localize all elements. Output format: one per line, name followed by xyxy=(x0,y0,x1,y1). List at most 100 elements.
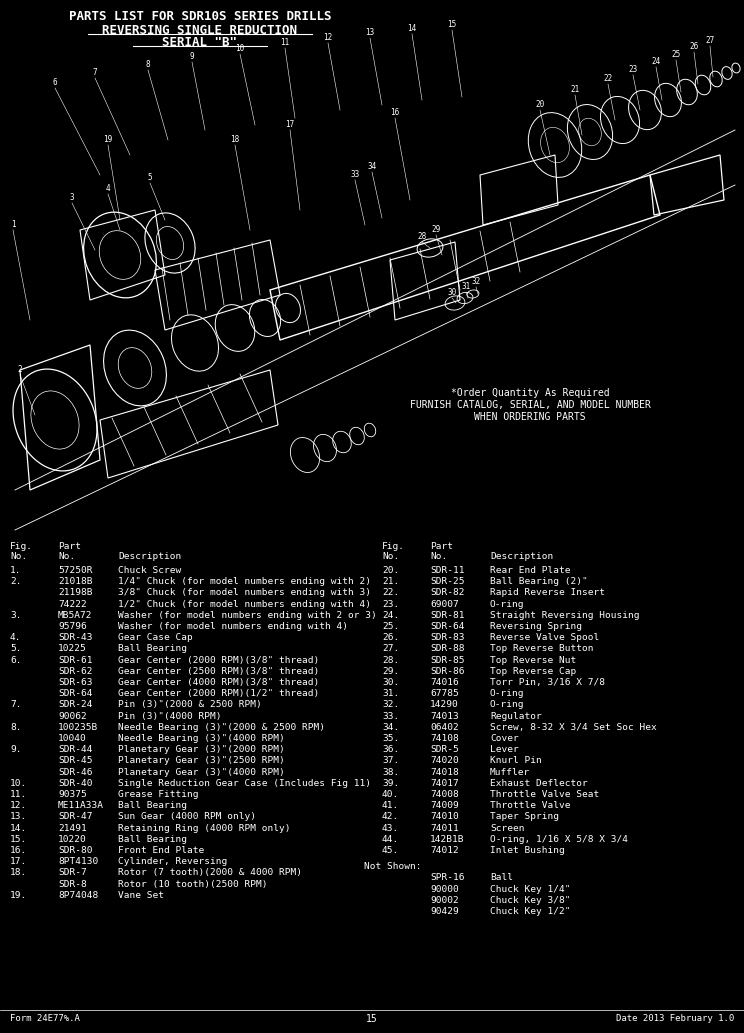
Text: Washer (for model numbers ending with 2 or 3): Washer (for model numbers ending with 2 … xyxy=(118,611,376,620)
Text: 74222: 74222 xyxy=(58,599,87,608)
Text: Top Reverse Nut: Top Reverse Nut xyxy=(490,656,577,664)
Text: 40.: 40. xyxy=(382,790,400,799)
Text: 74020: 74020 xyxy=(430,756,459,765)
Text: Pin (3)"(4000 RPM): Pin (3)"(4000 RPM) xyxy=(118,712,222,721)
Text: Gear Center (2000 RPM)(1/2" thread): Gear Center (2000 RPM)(1/2" thread) xyxy=(118,689,319,698)
Text: 21018B: 21018B xyxy=(58,577,92,586)
Text: Rapid Reverse Insert: Rapid Reverse Insert xyxy=(490,589,605,597)
Text: MB5A72: MB5A72 xyxy=(58,611,92,620)
Text: 33: 33 xyxy=(350,170,359,179)
Text: 90062: 90062 xyxy=(58,712,87,721)
Text: 38.: 38. xyxy=(382,768,400,777)
Text: 34: 34 xyxy=(368,162,376,171)
Text: O-ring: O-ring xyxy=(490,700,525,710)
Text: Taper Spring: Taper Spring xyxy=(490,812,559,821)
Text: 6.: 6. xyxy=(10,656,22,664)
Text: 42.: 42. xyxy=(382,812,400,821)
Text: Throttle Valve: Throttle Valve xyxy=(490,802,571,810)
Text: SDR-85: SDR-85 xyxy=(430,656,464,664)
Text: Cylinder, Reversing: Cylinder, Reversing xyxy=(118,857,227,867)
Text: Gear Center (2500 RPM)(3/8" thread): Gear Center (2500 RPM)(3/8" thread) xyxy=(118,666,319,676)
Text: 06402: 06402 xyxy=(430,723,459,731)
Text: SDR-5: SDR-5 xyxy=(430,745,459,754)
Text: 15: 15 xyxy=(447,20,457,29)
Text: Needle Bearing (3)"(2000 & 2500 RPM): Needle Bearing (3)"(2000 & 2500 RPM) xyxy=(118,723,325,731)
Text: 13.: 13. xyxy=(10,812,28,821)
Text: Form 24E77%.A: Form 24E77%.A xyxy=(10,1014,80,1023)
Text: 30.: 30. xyxy=(382,678,400,687)
Text: 10: 10 xyxy=(235,44,245,53)
Text: Exhaust Deflector: Exhaust Deflector xyxy=(490,779,588,788)
Text: Pin (3)"(2000 & 2500 RPM): Pin (3)"(2000 & 2500 RPM) xyxy=(118,700,262,710)
Text: SDR-81: SDR-81 xyxy=(430,611,464,620)
Text: Screen: Screen xyxy=(490,823,525,833)
Text: Not Shown:: Not Shown: xyxy=(364,863,422,871)
Text: 18.: 18. xyxy=(10,869,28,877)
Text: No.: No. xyxy=(382,552,400,561)
Text: SDR-40: SDR-40 xyxy=(58,779,92,788)
Text: Reversing Spring: Reversing Spring xyxy=(490,622,582,631)
Text: 74018: 74018 xyxy=(430,768,459,777)
Text: 18: 18 xyxy=(231,135,240,144)
Text: 19: 19 xyxy=(103,135,112,144)
Text: 8: 8 xyxy=(146,60,150,69)
Text: Top Reverse Cap: Top Reverse Cap xyxy=(490,666,577,676)
Text: Retaining Ring (4000 RPM only): Retaining Ring (4000 RPM only) xyxy=(118,823,290,833)
Text: 2.: 2. xyxy=(10,577,22,586)
Text: 25.: 25. xyxy=(382,622,400,631)
Text: 14: 14 xyxy=(408,24,417,33)
Text: 10040: 10040 xyxy=(58,734,87,743)
Text: Grease Fitting: Grease Fitting xyxy=(118,790,199,799)
Text: SERIAL "B": SERIAL "B" xyxy=(162,36,237,49)
Text: WHEN ORDERING PARTS: WHEN ORDERING PARTS xyxy=(474,412,586,422)
Text: Washer (for model numbers ending with 4): Washer (for model numbers ending with 4) xyxy=(118,622,348,631)
Text: Screw, 8-32 X 3/4 Set Soc Hex: Screw, 8-32 X 3/4 Set Soc Hex xyxy=(490,723,657,731)
Text: Rear End Plate: Rear End Plate xyxy=(490,566,571,575)
Text: 15.: 15. xyxy=(10,835,28,844)
Text: 39.: 39. xyxy=(382,779,400,788)
Text: 142B1B: 142B1B xyxy=(430,835,464,844)
Text: 43.: 43. xyxy=(382,823,400,833)
Text: 7: 7 xyxy=(93,68,97,77)
Text: Chuck Key 1/4": Chuck Key 1/4" xyxy=(490,884,571,894)
Text: 90002: 90002 xyxy=(430,896,459,905)
Text: 36.: 36. xyxy=(382,745,400,754)
Text: 32.: 32. xyxy=(382,700,400,710)
Text: 24: 24 xyxy=(652,57,661,66)
Text: Fig.: Fig. xyxy=(10,542,33,551)
Text: 14290: 14290 xyxy=(430,700,459,710)
Text: 3: 3 xyxy=(70,193,74,202)
Text: SDR-61: SDR-61 xyxy=(58,656,92,664)
Text: 9: 9 xyxy=(190,52,194,61)
Text: Regulator: Regulator xyxy=(490,712,542,721)
Text: 21.: 21. xyxy=(382,577,400,586)
Text: Knurl Pin: Knurl Pin xyxy=(490,756,542,765)
Text: 6: 6 xyxy=(53,79,57,87)
Text: 12.: 12. xyxy=(10,802,28,810)
Text: O-ring: O-ring xyxy=(490,689,525,698)
Text: SDR-44: SDR-44 xyxy=(58,745,92,754)
Text: 100235B: 100235B xyxy=(58,723,98,731)
Text: Torr Pin, 3/16 X 7/8: Torr Pin, 3/16 X 7/8 xyxy=(490,678,605,687)
Text: SDR-47: SDR-47 xyxy=(58,812,92,821)
Text: Part: Part xyxy=(58,542,81,551)
Text: Chuck Key 3/8": Chuck Key 3/8" xyxy=(490,896,571,905)
Text: 26.: 26. xyxy=(382,633,400,643)
Text: 1.: 1. xyxy=(10,566,22,575)
Text: SDR-86: SDR-86 xyxy=(430,666,464,676)
Text: 95796: 95796 xyxy=(58,622,87,631)
Text: 74016: 74016 xyxy=(430,678,459,687)
Text: Vane Set: Vane Set xyxy=(118,890,164,900)
Text: SDR-45: SDR-45 xyxy=(58,756,92,765)
Text: 10.: 10. xyxy=(10,779,28,788)
Text: Sun Gear (4000 RPM only): Sun Gear (4000 RPM only) xyxy=(118,812,256,821)
Text: 69007: 69007 xyxy=(430,599,459,608)
Text: 20.: 20. xyxy=(382,566,400,575)
Text: ME11A33A: ME11A33A xyxy=(58,802,104,810)
Text: 11: 11 xyxy=(280,38,289,46)
Text: 74017: 74017 xyxy=(430,779,459,788)
Text: 44.: 44. xyxy=(382,835,400,844)
Text: 10220: 10220 xyxy=(58,835,87,844)
Text: 23.: 23. xyxy=(382,599,400,608)
Text: 3/8" Chuck (for model numbers ending with 3): 3/8" Chuck (for model numbers ending wit… xyxy=(118,589,371,597)
